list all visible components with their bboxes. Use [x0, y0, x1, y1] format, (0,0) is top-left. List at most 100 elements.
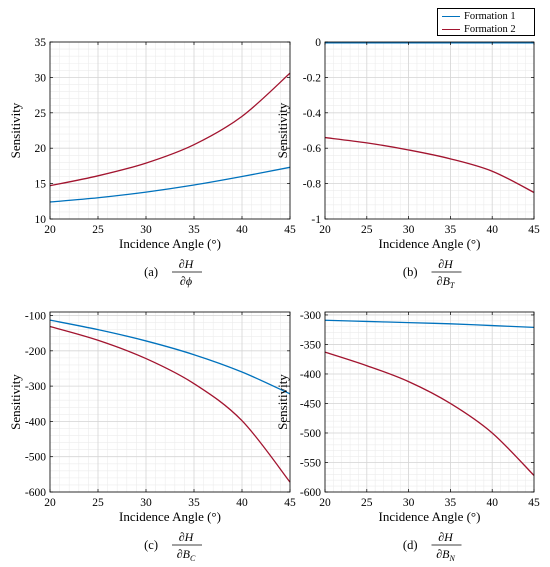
series-line-c-formation-2 [49, 325, 291, 483]
caption-label-c: (c) [144, 538, 158, 552]
series-line-a-formation-2 [49, 72, 291, 187]
series-line-a-formation-1 [49, 166, 291, 203]
caption-numerator-b: ∂H [438, 257, 454, 271]
legend-swatch-formation-1 [442, 16, 460, 18]
x-tick-label: 35 [445, 497, 457, 509]
subplot-d: 20 25 30 35 40 45 -600 -550 -500 -450 -400 -350 -300… [275, 310, 540, 563]
x-tick-label: 20 [319, 224, 331, 236]
caption-denominator-b: ∂BT [437, 274, 455, 290]
caption-denominator-d: ∂BN [436, 547, 455, 563]
y-tick-label: -100 [25, 311, 46, 323]
x-tick-label: 30 [403, 224, 415, 236]
caption-a: (a) ∂H ∂ϕ [144, 257, 202, 288]
x-tick-label: 45 [284, 224, 296, 236]
series-line-d-formation-2 [324, 351, 535, 476]
x-tick-label: 45 [528, 224, 540, 236]
caption-c: (c) ∂H ∂BC [144, 530, 202, 563]
x-tick-label: 30 [140, 497, 152, 509]
x-axis-label-a: Incidence Angle (°) [119, 236, 221, 251]
major-grid-c [49, 312, 291, 493]
y-tick-label: 25 [35, 108, 47, 120]
y-tick-label: 20 [35, 143, 47, 155]
y-axis-label-c: Sensitivity [8, 374, 23, 430]
x-tick-label: 35 [188, 497, 200, 509]
caption-label-d: (d) [403, 538, 418, 552]
axes-frame-b [324, 41, 535, 220]
y-tick-label: -450 [300, 398, 321, 410]
y-tick-label: -200 [25, 346, 46, 358]
series-line-d-formation-1 [324, 319, 535, 328]
y-axis-label-a: Sensitivity [8, 102, 23, 158]
x-tick-label: 45 [528, 497, 540, 509]
x-tick-label: 35 [188, 224, 200, 236]
y-axis-label-d: Sensitivity [275, 374, 290, 430]
x-axis-label-c: Incidence Angle (°) [119, 509, 221, 524]
subplot-c: 20 25 30 35 40 45 -600 -500 -400 -300 -200 -100 Inci… [8, 311, 296, 563]
y-tick-label: -500 [300, 428, 321, 440]
y-tick-label: -600 [300, 487, 321, 499]
axes-frame-a [49, 41, 291, 220]
y-tick-label: 35 [35, 37, 47, 49]
caption-d: (d) ∂H ∂BN [403, 530, 462, 563]
major-grid-d [324, 312, 535, 493]
major-grid-b [324, 41, 535, 220]
x-tick-label: 30 [140, 224, 152, 236]
caption-label-a: (a) [144, 265, 158, 279]
legend-entry-formation-1: Formation 1 [442, 10, 516, 23]
y-tick-label: -0.2 [303, 72, 321, 84]
legend-label-formation-2: Formation 2 [464, 24, 516, 35]
y-tick-label: -400 [300, 369, 321, 381]
minor-grid-b [324, 41, 535, 220]
minor-grid-c [49, 312, 291, 493]
legend-swatch-formation-2 [442, 29, 460, 31]
caption-denominator-c: ∂BC [177, 547, 196, 563]
x-tick-label: 30 [403, 497, 415, 509]
caption-numerator-d: ∂H [438, 530, 454, 544]
legend-label-formation-1: Formation 1 [464, 11, 516, 22]
y-tick-label: -0.8 [303, 179, 321, 191]
x-axis-label-b: Incidence Angle (°) [379, 236, 481, 251]
x-tick-label: 40 [236, 497, 248, 509]
y-tick-label: 30 [35, 72, 47, 84]
x-tick-label: 25 [92, 224, 104, 236]
major-grid-a [49, 41, 291, 220]
legend-entry-formation-2: Formation 2 [442, 23, 516, 36]
x-tick-label: 20 [44, 224, 56, 236]
series-line-c-formation-1 [49, 319, 291, 395]
y-tick-label: 15 [35, 179, 47, 191]
x-tick-label: 40 [236, 224, 248, 236]
y-tick-label: -350 [300, 339, 321, 351]
caption-denominator-a: ∂ϕ [180, 274, 192, 288]
x-axis-label-d: Incidence Angle (°) [379, 509, 481, 524]
y-tick-label: -400 [25, 416, 46, 428]
y-tick-label: -1 [311, 214, 321, 226]
y-tick-label: -0.6 [303, 143, 321, 155]
x-tick-label: 35 [445, 224, 457, 236]
y-tick-label: -300 [300, 310, 321, 322]
legend: Formation 1 Formation 2 [437, 8, 535, 36]
minor-grid-a [49, 41, 291, 220]
y-tick-label: -600 [25, 487, 46, 499]
caption-numerator-c: ∂H [179, 530, 195, 544]
axes-frame-c [49, 311, 291, 493]
subplot-b: 20 25 30 35 40 45 -1 -0.8 -0.6 -0.4 -0.2 0 Incidence… [275, 37, 540, 290]
x-tick-label: 20 [44, 497, 56, 509]
x-tick-label: 40 [486, 497, 498, 509]
caption-numerator-a: ∂H [179, 257, 195, 271]
caption-label-b: (b) [403, 265, 418, 279]
y-tick-label: -500 [25, 452, 46, 464]
y-tick-label: -300 [25, 381, 46, 393]
series-line-b-formation-2 [324, 136, 535, 194]
x-tick-label: 25 [361, 224, 373, 236]
minor-grid-d [324, 312, 535, 493]
x-tick-label: 20 [319, 497, 331, 509]
caption-b: (b) ∂H ∂BT [403, 257, 462, 290]
x-tick-label: 45 [284, 497, 296, 509]
y-tick-label: -0.4 [303, 108, 321, 120]
y-axis-label-b: Sensitivity [275, 102, 290, 158]
x-tick-label: 25 [361, 497, 373, 509]
axes-frame-d [324, 311, 535, 493]
x-tick-label: 40 [486, 224, 498, 236]
